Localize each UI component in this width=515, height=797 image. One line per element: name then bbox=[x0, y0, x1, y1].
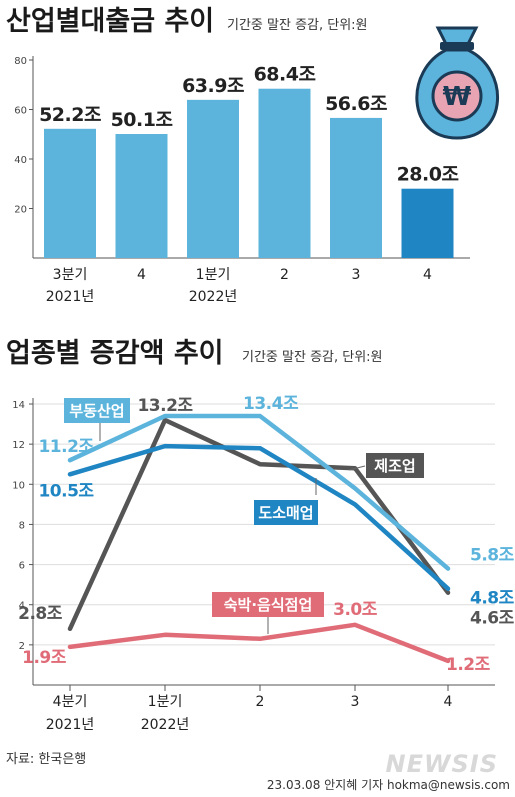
line-value-label: 4.6조 bbox=[470, 609, 515, 629]
bar-category-label: 1분기 bbox=[196, 267, 231, 283]
line-value-label: 4.8조 bbox=[470, 589, 515, 609]
line-value-label: 2.8조 bbox=[18, 604, 63, 624]
bar-category-label: 4 bbox=[137, 267, 146, 283]
line-y-tick-label: 12 bbox=[12, 440, 25, 451]
bar-value-label: 50.1조 bbox=[111, 109, 173, 131]
line-value-label: 5.8조 bbox=[470, 546, 515, 566]
credit-line: 23.03.08 안지혜 기자 hokma@newsis.com bbox=[267, 778, 510, 792]
money-bag-icon: ₩ bbox=[415, 26, 500, 140]
bar bbox=[330, 117, 382, 258]
bar-value-label: 63.9조 bbox=[182, 75, 244, 97]
bar bbox=[187, 99, 239, 258]
bar bbox=[258, 88, 311, 259]
bar-value-label: 68.4조 bbox=[254, 64, 316, 86]
series-tag-box bbox=[64, 398, 130, 423]
bar-chart-title: 산업별대출금 추이 bbox=[6, 6, 214, 37]
bar-category-label: 2 bbox=[280, 267, 289, 283]
bar-y-tick-label: 20 bbox=[14, 205, 27, 216]
line-category-label: 2021년 bbox=[46, 717, 95, 733]
bar-value-label: 56.6조 bbox=[325, 93, 387, 115]
bar-category-label: 3 bbox=[352, 267, 361, 283]
bar-chart-bars bbox=[44, 88, 454, 259]
bar-category-label: 3분기 bbox=[53, 267, 88, 283]
series-tag-label: 도소매업 bbox=[258, 504, 313, 522]
series-tag-box bbox=[212, 592, 324, 617]
line-category-label: 4 bbox=[444, 694, 453, 710]
bar-category-label: 2021년 bbox=[46, 289, 95, 305]
bar bbox=[44, 128, 96, 258]
series-tag-label: 제조업 bbox=[374, 457, 415, 475]
line-category-label: 4분기 bbox=[53, 694, 88, 710]
bar-value-label: 28.0조 bbox=[397, 164, 459, 186]
line-chart-title: 업종별 증감액 추이 bbox=[6, 338, 224, 369]
line-series-2 bbox=[67, 417, 451, 632]
line-value-label: 13.4조 bbox=[243, 394, 299, 414]
bar-y-tick-label: 80 bbox=[14, 56, 27, 67]
line-chart-axes bbox=[32, 398, 495, 691]
line-chart-subtitle: 기간중 말잔 증감, 단위:원 bbox=[242, 350, 383, 365]
line-value-label: 11.2조 bbox=[38, 437, 94, 457]
series-tag-label: 숙박·음식점업 bbox=[224, 596, 313, 614]
line-y-tick-label: 2 bbox=[19, 641, 25, 652]
line-y-tick-label: 6 bbox=[19, 561, 25, 572]
bar-y-tick-label: 60 bbox=[14, 106, 27, 117]
line-y-tick-label: 10 bbox=[12, 480, 25, 491]
line-category-label: 2 bbox=[256, 694, 265, 710]
money-bag-symbol: ₩ bbox=[443, 82, 472, 112]
series-tag-leader bbox=[348, 465, 366, 471]
line-value-label: 10.5조 bbox=[38, 481, 94, 501]
line-value-label: 13.2조 bbox=[137, 396, 193, 416]
line-category-label: 1분기 bbox=[148, 694, 183, 710]
bar-chart-value-labels: 52.2조 50.1조 63.9조 68.4조 56.6조 28.0조 bbox=[39, 64, 459, 186]
line-series-0 bbox=[67, 413, 451, 571]
line-series-1 bbox=[67, 443, 451, 591]
series-tag-box bbox=[254, 500, 318, 525]
bar-category-label: 4 bbox=[423, 267, 432, 283]
bar-chart-axes bbox=[32, 56, 470, 259]
line-chart-category-labels: 4분기 2021년 1분기 2022년 2 3 4 bbox=[46, 694, 453, 733]
line-value-label: 1.9조 bbox=[22, 648, 67, 668]
newsis-watermark: NEWSIS bbox=[386, 750, 498, 778]
line-y-tick-label: 14 bbox=[12, 400, 25, 411]
line-category-label: 2022년 bbox=[141, 717, 190, 733]
bar-y-tick-label: 40 bbox=[14, 155, 27, 166]
line-series-3 bbox=[67, 622, 451, 664]
series-tag-box bbox=[366, 453, 424, 478]
source-note: 자료: 한국은행 bbox=[6, 751, 86, 767]
line-value-label: 3.0조 bbox=[333, 600, 378, 620]
bar bbox=[401, 188, 454, 258]
bar-category-label: 2022년 bbox=[189, 289, 238, 305]
bar-chart-gridlines: 20 40 60 80 bbox=[14, 56, 33, 216]
bar-chart-subtitle: 기간중 말잔 증감, 단위:원 bbox=[227, 18, 368, 33]
line-category-label: 3 bbox=[351, 694, 360, 710]
bar bbox=[115, 134, 168, 258]
bar-chart-category-labels: 3분기 2021년 4 1분기 2022년 2 3 4 bbox=[46, 267, 432, 305]
line-chart-value-labels: 11.2조 13.4조 5.8조 10.5조 4.8조 2.8조 13.2조 4.6조 1.9조… bbox=[18, 394, 515, 675]
line-value-label: 1.2조 bbox=[446, 655, 491, 675]
line-chart-series bbox=[67, 413, 451, 664]
bar-value-label: 52.2조 bbox=[39, 104, 101, 126]
line-y-tick-label: 8 bbox=[19, 520, 25, 531]
series-tag-label: 부동산업 bbox=[69, 402, 124, 420]
line-y-tick-label: 4 bbox=[19, 601, 25, 612]
